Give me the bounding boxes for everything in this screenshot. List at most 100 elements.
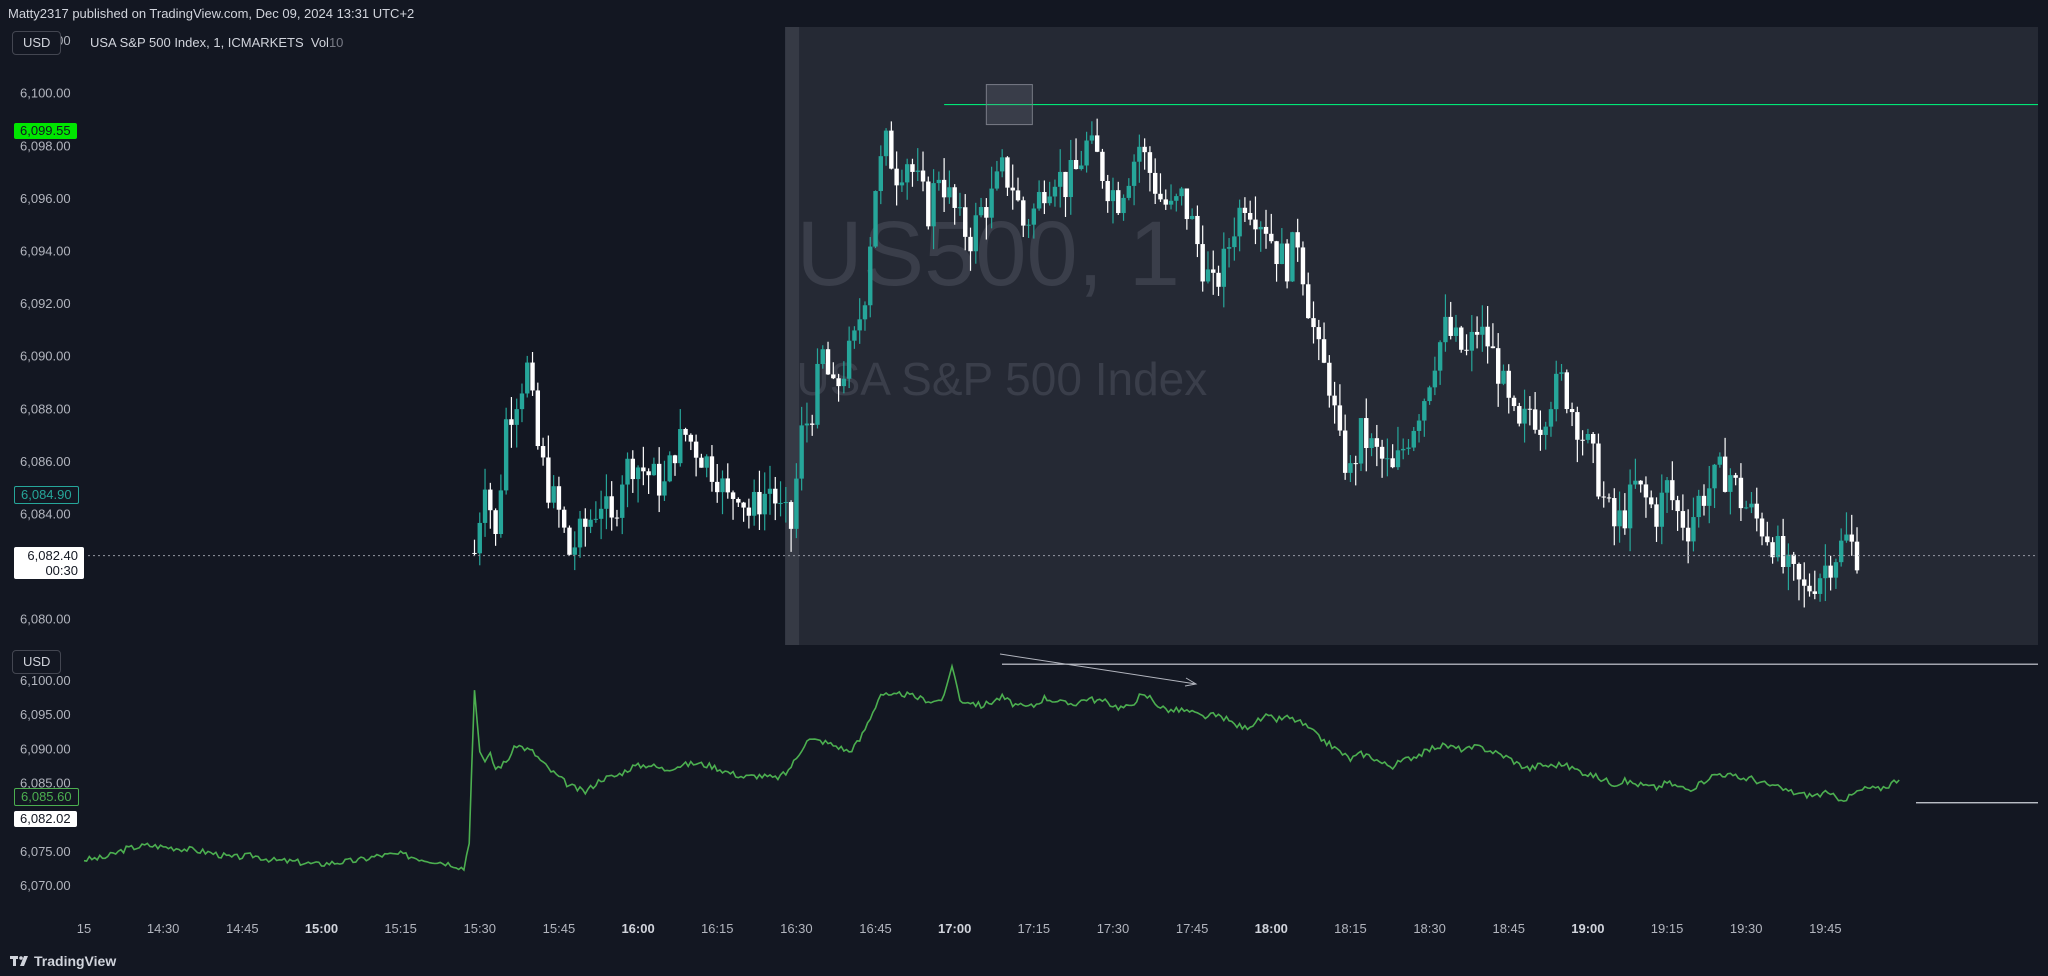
candlestick-chart[interactable]: US500, 1 USA S&P 500 Index 6,102.006,100… [8,27,2038,645]
candle-body [1849,534,1854,542]
candle-body [788,502,794,529]
candle-body [1052,186,1058,197]
candle-body [472,552,477,554]
candle-body [678,429,683,464]
price-tick-label: 6,100.00 [20,86,71,101]
price-tag-high: 6,099.55 [14,123,77,139]
candle-body [614,517,620,519]
time-tick-label: 16:00 [621,921,654,936]
candle-body [973,215,978,252]
candle-body [709,456,715,482]
candle-body [825,349,831,375]
candle-body [683,429,688,435]
candle-body [1137,146,1142,162]
candle-body [561,509,567,528]
time-axis[interactable]: 15 14:30 14:45 15:00 15:15 15:30 15:45 16:00 16:… [0,913,2048,943]
candle-body [1031,208,1037,225]
candle-body [857,319,862,331]
line-price-tick-label: 6,085.00 [20,775,71,790]
symbol-legend[interactable]: USA S&P 500 Index, 1, ICMARKETS Vol10 [90,35,343,50]
candle-body [1179,188,1184,197]
candle-body [1126,185,1132,198]
time-tick-label: 17:00 [938,921,971,936]
time-tick-label: 17:45 [1176,921,1209,936]
candle-body [1036,192,1042,209]
candle-body [926,181,931,227]
time-tick-label: 19:45 [1809,921,1842,936]
candle-body [1659,492,1664,527]
currency-button[interactable]: USD [12,31,62,55]
candle-body [1622,510,1628,529]
candle-body [1395,450,1401,468]
candle-body [804,423,810,426]
candle-body [904,164,910,183]
watermark-symbol: US500, 1 [796,203,1180,305]
time-tick-label: 15:00 [305,921,338,936]
line-pane[interactable]: 6,100.006,095.006,090.006,085.006,080.00… [8,648,2038,910]
candle-body [831,374,836,379]
candle-body [1453,327,1459,336]
candle-body [1654,504,1659,527]
candle-body [878,156,884,192]
candle-body [1042,192,1047,204]
candle-body [1527,408,1533,410]
time-tick-label: 15:45 [543,921,576,936]
candle-body [1200,244,1205,282]
candle-body [530,362,535,391]
candle-body [519,393,525,410]
candle-body [889,130,894,169]
candle-body [1712,464,1717,489]
candle-body [704,456,709,468]
line-price-tick-label: 6,075.00 [20,844,71,859]
candles-group [472,118,1860,608]
candle-body [1696,495,1701,518]
candle-body [1284,243,1290,282]
candle-body [699,457,704,468]
line-price-tick-label: 6,100.00 [20,673,71,688]
candle-body [1232,236,1237,248]
candle-body [1627,484,1633,529]
candle-body [1411,430,1416,448]
candle-body [1364,418,1369,449]
candle-body [1205,269,1211,282]
time-tick-label: 17:30 [1097,921,1130,936]
candle-body [1817,578,1823,594]
candlestick-pane[interactable]: US500, 1 USA S&P 500 Index 6,102.006,100… [8,27,2038,645]
candle-body [836,378,841,387]
candle-body [1538,429,1543,435]
candle-body [1058,171,1063,187]
candle-body [915,170,920,172]
candle-body [715,481,720,493]
candle-body [1664,480,1670,493]
candle-body [1791,554,1796,564]
candle-body [1226,247,1232,249]
candle-body [931,183,936,227]
candle-body [1269,233,1274,242]
highlight-box[interactable] [985,84,1033,126]
candle-body [493,510,498,535]
candle-body [1643,484,1649,498]
currency-button-2[interactable]: USD [12,650,62,674]
candle-body [625,458,630,485]
candle-body [1306,284,1311,319]
candle-body [730,492,736,499]
candle-body [868,246,873,306]
candle-body [852,330,857,341]
candle-body [1189,215,1195,220]
candle-body [1828,565,1833,578]
candle-body [1559,372,1564,374]
line-chart[interactable]: 6,100.006,095.006,090.006,085.006,080.00… [8,648,2038,910]
time-tick-label: 19:00 [1571,921,1604,936]
candle-body [1437,342,1443,371]
candle-body [1152,172,1158,194]
candle-body [1300,247,1306,285]
candle-body [1184,188,1190,220]
candle-body [1401,448,1406,451]
candle-body [477,522,482,554]
candle-body [577,518,583,548]
candle-body [746,507,752,516]
candle-body [1596,443,1601,497]
trend-arrow[interactable] [999,653,1197,685]
candle-body [947,187,952,198]
candle-body [1253,219,1258,230]
